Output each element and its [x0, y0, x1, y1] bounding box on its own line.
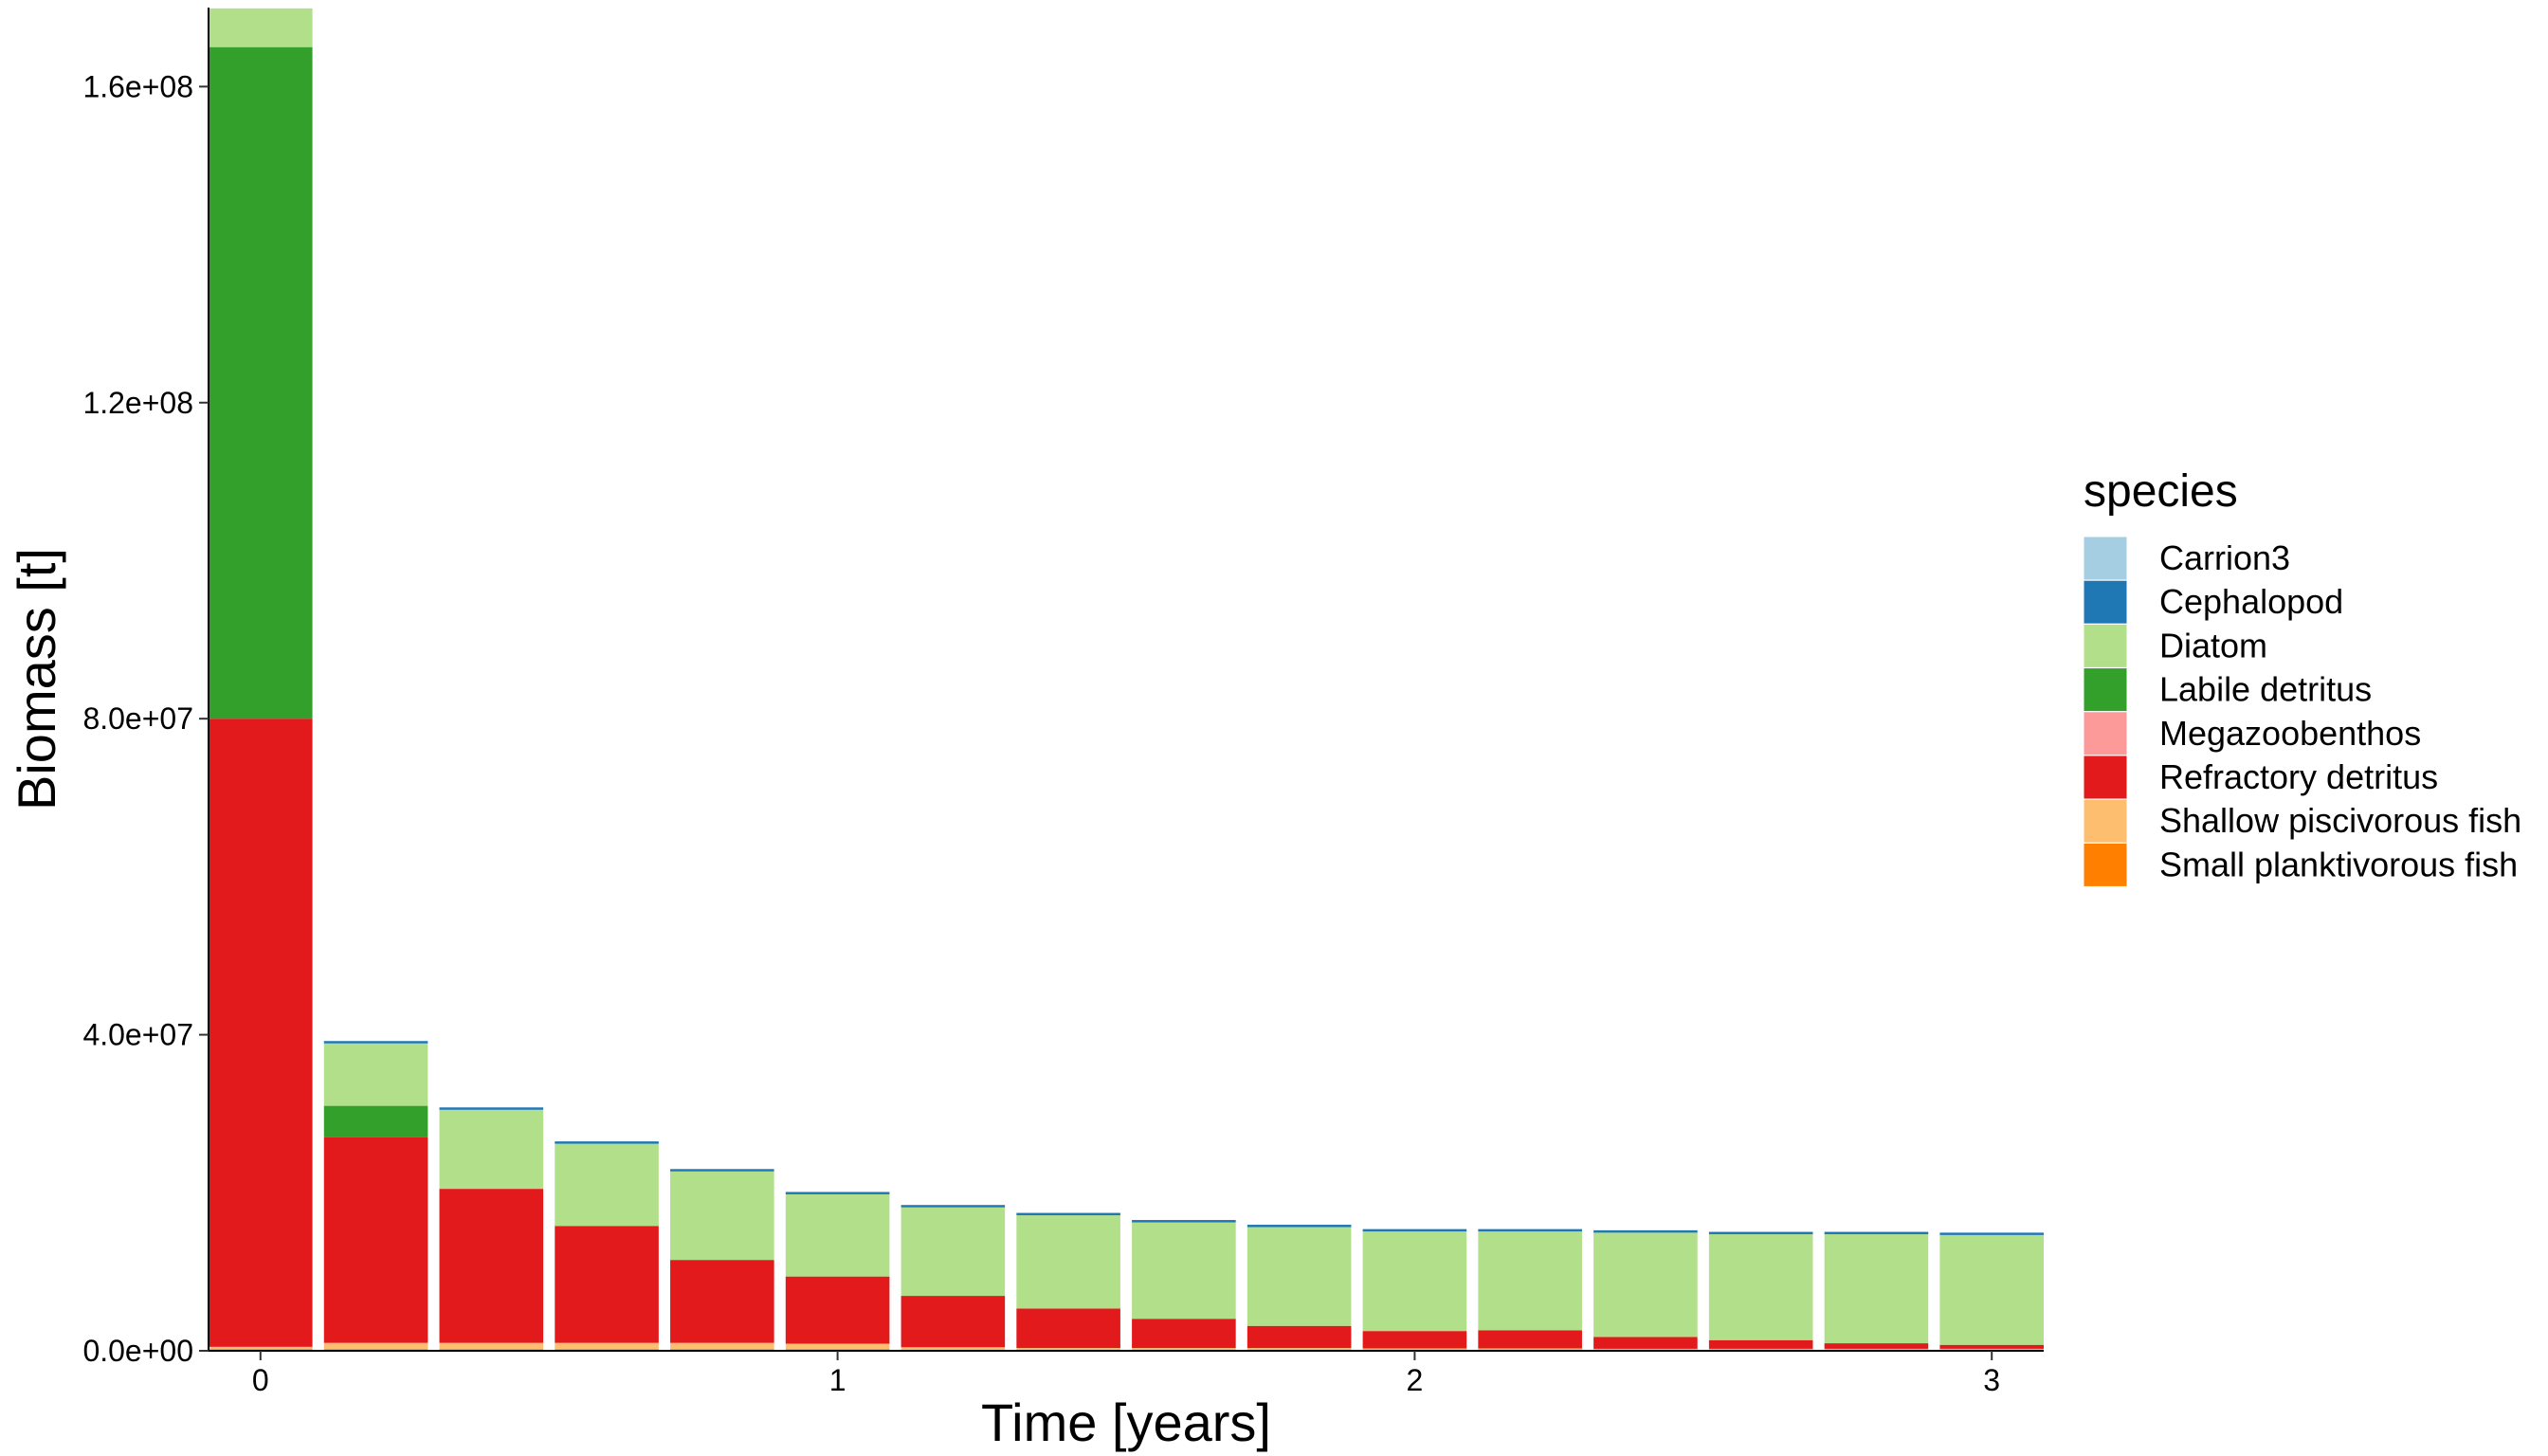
bar-segment-diatom-13 — [1708, 1234, 1813, 1340]
bar-segment-labile-detritus-0 — [209, 46, 313, 719]
bar-segment-diatom-2 — [439, 1109, 544, 1190]
bar-segment-cephalopod-6 — [901, 1205, 1006, 1208]
bar-segment-diatom-7 — [1016, 1215, 1120, 1309]
bar-segment-refractory-detritus-4 — [670, 1260, 774, 1343]
bar-segment-refractory-detritus-8 — [1132, 1319, 1236, 1349]
bar-segment-cephalopod-14 — [1824, 1231, 1929, 1235]
bar-segment-refractory-detritus-15 — [1939, 1344, 2044, 1349]
bar-segment-shallow-piscivorous-fish-12 — [1593, 1348, 1698, 1350]
bar-segment-refractory-detritus-13 — [1708, 1339, 1813, 1349]
legend-label-diatom: Diatom — [2159, 626, 2267, 664]
y-axis-ticks: 0.0e+00 4.0e+07 8.0e+07 1.2e+08 1.6e+08 — [82, 69, 209, 1368]
bar-segment-diatom-9 — [1247, 1227, 1352, 1326]
bar-segment-shallow-piscivorous-fish-14 — [1824, 1348, 1929, 1350]
x-tick-label-0: 0 — [252, 1363, 269, 1397]
bar-segment-cephalopod-7 — [1016, 1212, 1120, 1216]
bar-segment-diatom-12 — [1593, 1232, 1698, 1338]
bar-segment-diatom-8 — [1132, 1222, 1236, 1320]
bar-segment-shallow-piscivorous-fish-10 — [1362, 1348, 1467, 1350]
x-tick-label-1: 1 — [829, 1363, 846, 1397]
x-axis-ticks: 0 1 2 3 — [252, 1351, 2000, 1397]
bar-segment-diatom-14 — [1824, 1234, 1929, 1344]
bar-segment-cephalopod-11 — [1478, 1228, 1582, 1232]
legend-label-carrion3: Carrion3 — [2159, 538, 2290, 577]
y-tick-label-3: 1.2e+08 — [82, 386, 193, 420]
bar-segment-shallow-piscivorous-fish-9 — [1247, 1348, 1352, 1350]
bar-segment-diatom-0 — [209, 8, 313, 47]
y-tick-label-4: 1.6e+08 — [82, 69, 193, 103]
bar-segment-refractory-detritus-14 — [1824, 1343, 1929, 1349]
bar-segment-refractory-detritus-3 — [555, 1226, 659, 1343]
bar-segment-shallow-piscivorous-fish-13 — [1708, 1348, 1813, 1350]
x-axis-title: Time [years] — [981, 1392, 1271, 1452]
bar-segment-cephalopod-5 — [785, 1192, 890, 1194]
legend-items: Carrion3 Cephalopod Diatom Labile detritus M… — [2083, 536, 2521, 887]
bar-segment-diatom-1 — [323, 1043, 428, 1106]
bar-segment-diatom-11 — [1478, 1231, 1582, 1331]
bar-segment-shallow-piscivorous-fish-8 — [1132, 1348, 1236, 1350]
bar-segment-cephalopod-10 — [1362, 1228, 1467, 1232]
bar-segment-diatom-6 — [901, 1207, 1006, 1297]
bar-segment-refractory-detritus-5 — [785, 1276, 890, 1344]
bar-segment-shallow-piscivorous-fish-3 — [555, 1342, 659, 1350]
legend-label-shallow-piscivorous-fish: Shallow piscivorous fish — [2159, 801, 2521, 840]
bar-segment-diatom-15 — [1939, 1234, 2044, 1345]
bar-segment-refractory-detritus-10 — [1362, 1331, 1467, 1349]
legend-key-megazoobenthos — [2083, 711, 2128, 756]
bar-segment-cephalopod-4 — [670, 1169, 774, 1172]
bar-segment-cephalopod-3 — [555, 1141, 659, 1144]
legend-key-cephalopod — [2083, 579, 2128, 625]
bar-segment-shallow-piscivorous-fish-4 — [670, 1342, 774, 1350]
legend: species Carrion3 Cephalopod Diatom Labile d… — [2083, 466, 2521, 887]
y-tick-label-0: 0.0e+00 — [82, 1334, 193, 1368]
bar-segment-cephalopod-9 — [1247, 1225, 1352, 1228]
bar-segment-cephalopod-15 — [1939, 1232, 2044, 1235]
bar-segment-shallow-piscivorous-fish-11 — [1478, 1348, 1582, 1350]
bar-segment-shallow-piscivorous-fish-0 — [209, 1346, 313, 1350]
bar-segment-refractory-detritus-7 — [1016, 1308, 1120, 1349]
bar-segment-diatom-5 — [785, 1193, 890, 1277]
bar-segment-shallow-piscivorous-fish-6 — [901, 1347, 1006, 1350]
bar-segment-refractory-detritus-12 — [1593, 1337, 1698, 1349]
bar-segment-refractory-detritus-1 — [323, 1137, 428, 1343]
bar-segment-cephalopod-12 — [1593, 1229, 1698, 1233]
x-tick-label-3: 3 — [1983, 1363, 2000, 1397]
x-tick-label-2: 2 — [1407, 1363, 1424, 1397]
bar-segment-refractory-detritus-6 — [901, 1296, 1006, 1348]
bar-segment-refractory-detritus-2 — [439, 1189, 544, 1343]
bar-segment-cephalopod-1 — [323, 1041, 428, 1044]
legend-label-labile-detritus: Labile detritus — [2159, 670, 2372, 709]
legend-label-refractory-detritus: Refractory detritus — [2159, 757, 2438, 796]
bar-segment-diatom-10 — [1362, 1231, 1467, 1332]
bar-segment-refractory-detritus-0 — [209, 719, 313, 1347]
legend-label-small-planktivorous-fish: Small planktivorous fish — [2159, 845, 2518, 883]
y-axis-title: Biomass [t] — [7, 548, 66, 810]
bar-segment-diatom-3 — [555, 1143, 659, 1227]
bar-segment-cephalopod-8 — [1132, 1220, 1236, 1223]
bar-segment-refractory-detritus-9 — [1247, 1325, 1352, 1349]
bar-segment-shallow-piscivorous-fish-2 — [439, 1342, 544, 1350]
legend-key-carrion3 — [2083, 536, 2128, 581]
legend-label-megazoobenthos: Megazoobenthos — [2159, 714, 2421, 753]
legend-key-diatom — [2083, 623, 2128, 668]
bar-stack-area — [209, 8, 2044, 1351]
bar-segment-refractory-detritus-11 — [1478, 1330, 1582, 1349]
bar-segment-shallow-piscivorous-fish-7 — [1016, 1348, 1120, 1350]
bar-segment-labile-detritus-1 — [323, 1105, 428, 1138]
bar-segment-shallow-piscivorous-fish-1 — [323, 1342, 428, 1350]
y-tick-label-2: 8.0e+07 — [82, 701, 193, 736]
legend-key-shallow-piscivorous-fish — [2083, 798, 2128, 844]
bar-segment-diatom-4 — [670, 1171, 774, 1261]
bar-segment-shallow-piscivorous-fish-15 — [1939, 1348, 2044, 1350]
legend-label-cephalopod: Cephalopod — [2159, 582, 2343, 621]
y-tick-label-1: 4.0e+07 — [82, 1018, 193, 1052]
legend-title: species — [2084, 466, 2238, 517]
legend-key-small-planktivorous-fish — [2083, 842, 2128, 887]
bar-segment-cephalopod-2 — [439, 1107, 544, 1110]
bar-segment-cephalopod-13 — [1708, 1231, 1813, 1235]
legend-key-refractory-detritus — [2083, 755, 2128, 800]
bar-segment-shallow-piscivorous-fish-5 — [785, 1343, 890, 1350]
legend-key-labile-detritus — [2083, 667, 2128, 713]
